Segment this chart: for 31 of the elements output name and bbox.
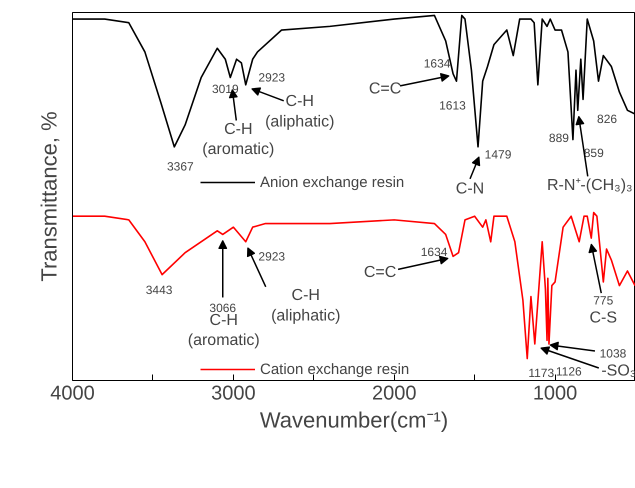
x-axis-title: Wavenumber(cm⁻¹): [260, 408, 448, 432]
annotation: R-N⁺-(CH₃)₃: [546, 176, 633, 194]
annotation: 2923: [258, 249, 286, 264]
annotation: 2923: [258, 70, 286, 84]
y-axis-title: Transmittance, %: [36, 111, 62, 282]
annotation: 826: [597, 112, 618, 126]
x-tick-label: 4000: [50, 382, 95, 404]
annotation: C=C: [368, 80, 402, 98]
annotation: C-S: [589, 310, 618, 327]
annotation: C-H (aliphatic): [271, 287, 340, 324]
annotation: C=C: [364, 264, 396, 281]
annotation: 1634: [424, 56, 451, 70]
annotation: 1038: [600, 346, 627, 360]
annotation: 1613: [439, 98, 466, 113]
annotation: 1634: [420, 244, 448, 259]
x-tick-label: 2000: [372, 382, 416, 404]
annotation: 859: [584, 146, 604, 160]
legend-label: Cation exchange resin: [260, 360, 410, 378]
annotation: C-H (aliphatic): [265, 93, 334, 130]
annotation: 1126: [556, 364, 582, 378]
annotation: 3367: [166, 159, 194, 174]
annotation: 3443: [146, 283, 173, 298]
x-tick-label: 3000: [211, 382, 256, 404]
annotation: 775: [593, 294, 614, 308]
annotation: 1173: [528, 366, 554, 380]
x-tick-label: 1000: [532, 382, 578, 404]
legend-label: Anion exchange resin: [260, 174, 404, 190]
annotation: 3019: [212, 82, 239, 96]
annotation: 1479: [484, 147, 512, 162]
annotation: 889: [548, 131, 570, 146]
annotation: C-N: [456, 180, 484, 198]
